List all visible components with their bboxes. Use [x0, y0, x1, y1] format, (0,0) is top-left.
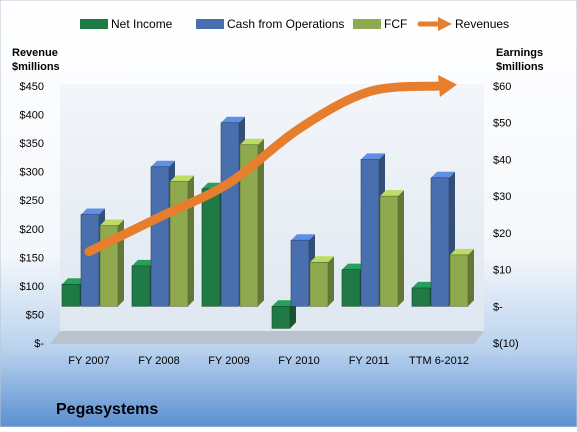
legend: Net Income Cash from Operations FCF Reve… [80, 17, 509, 31]
bar-fcf-ttm-6-2012 [449, 248, 474, 307]
left-axis-title-line1: Revenue [12, 47, 58, 59]
left-tick-label: $250 [20, 195, 44, 207]
left-tick-label: $200 [20, 224, 44, 236]
plot-floor [50, 331, 484, 344]
legend-swatch-fcf [353, 19, 381, 29]
revenues-arrowhead [438, 75, 457, 97]
left-tick-label: $100 [20, 281, 44, 293]
right-tick-label: $30 [493, 191, 511, 203]
left-tick-label: $450 [20, 81, 44, 93]
category-label: FY 2007 [68, 355, 109, 367]
right-tick-label: $- [493, 301, 503, 313]
right-axis-ticks: $(10) $- $10 $20 $30 $40 $50 $60 [493, 81, 519, 350]
left-tick-label: $50 [26, 309, 44, 321]
left-tick-label: $400 [20, 110, 44, 122]
category-label: FY 2010 [278, 355, 319, 367]
right-tick-label: $60 [493, 81, 511, 93]
legend-swatch-net-income [80, 19, 108, 29]
right-axis-title-line1: Earnings [496, 47, 543, 59]
category-labels: FY 2007 FY 2008 FY 2009 FY 2010 FY 2011 TTM 6… [68, 355, 469, 367]
right-tick-label: $10 [493, 265, 511, 277]
left-tick-label: $300 [20, 167, 44, 179]
legend-label-revenues: Revenues [455, 17, 509, 31]
bar-fcf-fy-2008 [169, 175, 194, 307]
bars-layer [61, 116, 474, 329]
legend-swatch-revenues [417, 17, 452, 31]
right-tick-label: $20 [493, 228, 511, 240]
left-tick-label: $150 [20, 252, 44, 264]
right-axis-title-line2: $millions [496, 61, 544, 73]
bar-fcf-fy-2010 [309, 256, 334, 307]
revenues-line [84, 81, 444, 257]
legend-label-fcf: FCF [384, 17, 407, 31]
revenue-line-layer [84, 75, 457, 257]
category-label: FY 2008 [138, 355, 179, 367]
legend-label-net-income: Net Income [111, 17, 173, 31]
legend-swatch-cash-from-operations [196, 19, 224, 29]
left-axis-title-line2: $millions [12, 61, 60, 73]
category-label: FY 2009 [208, 355, 249, 367]
left-tick-label: $350 [20, 138, 44, 150]
bar-fcf-fy-2009 [239, 138, 264, 307]
right-tick-label: $(10) [493, 338, 519, 350]
bar-fcf-fy-2011 [379, 190, 404, 307]
left-axis-ticks: $- $50 $100 $150 $200 $250 $300 $350 $400 $450 [20, 81, 45, 350]
category-label: FY 2011 [349, 355, 390, 367]
left-tick-label: $- [34, 338, 44, 350]
chart-title: Pegasystems [56, 401, 158, 418]
right-tick-label: $50 [493, 118, 511, 130]
legend-label-cash-from-operations: Cash from Operations [227, 17, 344, 31]
category-label: TTM 6-2012 [409, 355, 469, 367]
right-tick-label: $40 [493, 154, 511, 166]
bar-net-income-fy-2010 [271, 300, 296, 329]
